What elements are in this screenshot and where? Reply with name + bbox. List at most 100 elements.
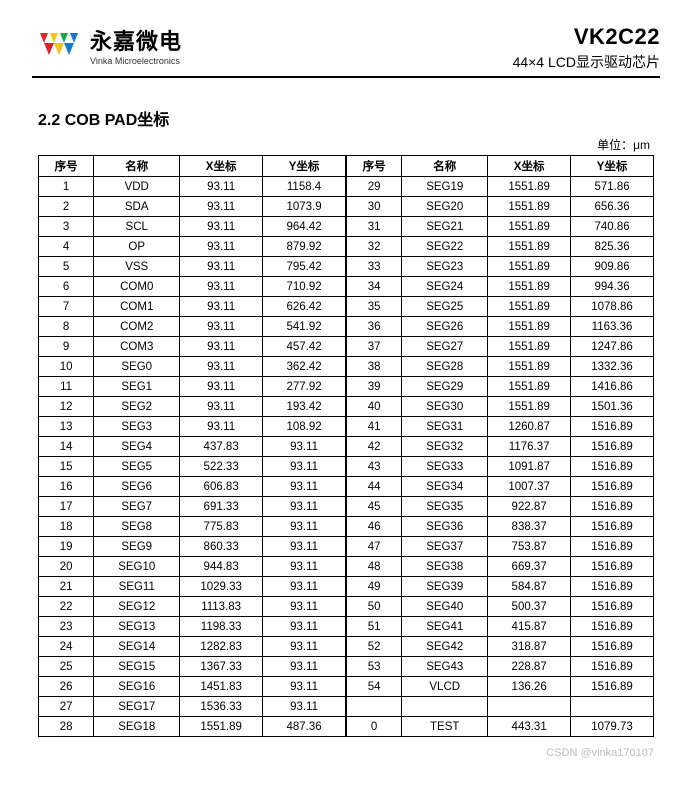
cell-name: COM0 (94, 277, 180, 297)
pad-table-left: 序号 名称 X坐标 Y坐标 1VDD93.111158.42SDA93.1110… (38, 155, 346, 737)
cell-name: SEG40 (402, 597, 488, 617)
cell-x: 1091.87 (488, 457, 571, 477)
cell-name: SEG4 (94, 437, 180, 457)
table-header-row: 序号 名称 X坐标 Y坐标 (347, 156, 654, 177)
cell-y: 1078.86 (571, 297, 654, 317)
cell-x: 860.33 (180, 537, 263, 557)
cell-y: 1516.89 (571, 677, 654, 697)
cell-idx: 49 (347, 577, 402, 597)
cell-y: 93.11 (263, 497, 346, 517)
cell-x: 1536.33 (180, 697, 263, 717)
cell-y: 487.36 (263, 717, 346, 737)
cell-idx: 38 (347, 357, 402, 377)
cell-x: 437.83 (180, 437, 263, 457)
part-number: VK2C22 (513, 24, 660, 50)
table-row: 46SEG36838.371516.89 (347, 517, 654, 537)
table-row: 43SEG331091.871516.89 (347, 457, 654, 477)
cell-idx: 24 (39, 637, 94, 657)
cell-x: 1198.33 (180, 617, 263, 637)
cell-y: 1158.4 (263, 177, 346, 197)
cell-idx: 48 (347, 557, 402, 577)
cell-x: 1551.89 (488, 197, 571, 217)
cell-idx: 51 (347, 617, 402, 637)
cell-x: 415.87 (488, 617, 571, 637)
pad-table-right: 序号 名称 X坐标 Y坐标 29SEG191551.89571.8630SEG2… (346, 155, 654, 737)
cell-x: 1367.33 (180, 657, 263, 677)
cell-idx: 23 (39, 617, 94, 637)
table-row: 53SEG43228.871516.89 (347, 657, 654, 677)
cell-y: 93.11 (263, 617, 346, 637)
cell-idx: 9 (39, 337, 94, 357)
table-header-row: 序号 名称 X坐标 Y坐标 (39, 156, 346, 177)
cell-idx: 27 (39, 697, 94, 717)
cell-x: 775.83 (180, 517, 263, 537)
cell-x: 93.11 (180, 257, 263, 277)
watermark-text: CSDN @vinka170107 (32, 747, 654, 759)
cell-x: 584.87 (488, 577, 571, 597)
cell-idx: 41 (347, 417, 402, 437)
table-row: 19SEG9860.3393.11 (39, 537, 346, 557)
cell-name: COM3 (94, 337, 180, 357)
table-row: 23SEG131198.3393.11 (39, 617, 346, 637)
cell-x: 1551.89 (488, 337, 571, 357)
table-row (347, 697, 654, 717)
cell-idx: 44 (347, 477, 402, 497)
cell-name: SEG41 (402, 617, 488, 637)
table-row: 25SEG151367.3393.11 (39, 657, 346, 677)
cell-y: 1516.89 (571, 637, 654, 657)
cell-y: 740.86 (571, 217, 654, 237)
cell-x: 443.31 (488, 717, 571, 737)
cell-y: 93.11 (263, 637, 346, 657)
cell-x: 1551.89 (488, 397, 571, 417)
cell-idx: 36 (347, 317, 402, 337)
logo-text-cn: 永嘉微电 (90, 24, 182, 56)
table-row: 9COM393.11457.42 (39, 337, 346, 357)
cell-y: 825.36 (571, 237, 654, 257)
cell-x: 522.33 (180, 457, 263, 477)
cell-name: VSS (94, 257, 180, 277)
cell-name (402, 697, 488, 717)
cell-idx: 45 (347, 497, 402, 517)
cell-idx (347, 697, 402, 717)
cell-name: SEG21 (402, 217, 488, 237)
cell-name: SEG0 (94, 357, 180, 377)
cell-y: 1516.89 (571, 557, 654, 577)
table-row: 6COM093.11710.92 (39, 277, 346, 297)
logo-text-en: Vinka Microelectronics (90, 56, 182, 66)
logo-icon (32, 29, 84, 61)
table-row: 37SEG271551.891247.86 (347, 337, 654, 357)
col-name-header: 名称 (94, 156, 180, 177)
cell-name: SEG1 (94, 377, 180, 397)
table-row: 31SEG211551.89740.86 (347, 217, 654, 237)
cell-y: 1247.86 (571, 337, 654, 357)
cell-name: SEG20 (402, 197, 488, 217)
table-row: 0TEST443.311079.73 (347, 717, 654, 737)
cell-y: 457.42 (263, 337, 346, 357)
cell-idx: 22 (39, 597, 94, 617)
cell-idx: 46 (347, 517, 402, 537)
table-row: 14SEG4437.8393.11 (39, 437, 346, 457)
cell-name: SEG32 (402, 437, 488, 457)
table-row: 5VSS93.11795.42 (39, 257, 346, 277)
table-row: 51SEG41415.871516.89 (347, 617, 654, 637)
cell-y: 1516.89 (571, 597, 654, 617)
table-row: 45SEG35922.871516.89 (347, 497, 654, 517)
table-row: 17SEG7691.3393.11 (39, 497, 346, 517)
cell-y: 1501.36 (571, 397, 654, 417)
cell-y: 795.42 (263, 257, 346, 277)
cell-y: 1516.89 (571, 537, 654, 557)
cell-name: SEG8 (94, 517, 180, 537)
part-description: 44×4 LCD显示驱动芯片 (513, 52, 660, 72)
table-row: 2SDA93.111073.9 (39, 197, 346, 217)
cell-x: 838.37 (488, 517, 571, 537)
table-row: 33SEG231551.89909.86 (347, 257, 654, 277)
cell-x: 93.11 (180, 357, 263, 377)
table-row: 20SEG10944.8393.11 (39, 557, 346, 577)
cell-x: 93.11 (180, 377, 263, 397)
cell-name: TEST (402, 717, 488, 737)
cell-idx: 39 (347, 377, 402, 397)
table-row: 11SEG193.11277.92 (39, 377, 346, 397)
cell-idx: 40 (347, 397, 402, 417)
cell-idx: 35 (347, 297, 402, 317)
cell-idx: 42 (347, 437, 402, 457)
